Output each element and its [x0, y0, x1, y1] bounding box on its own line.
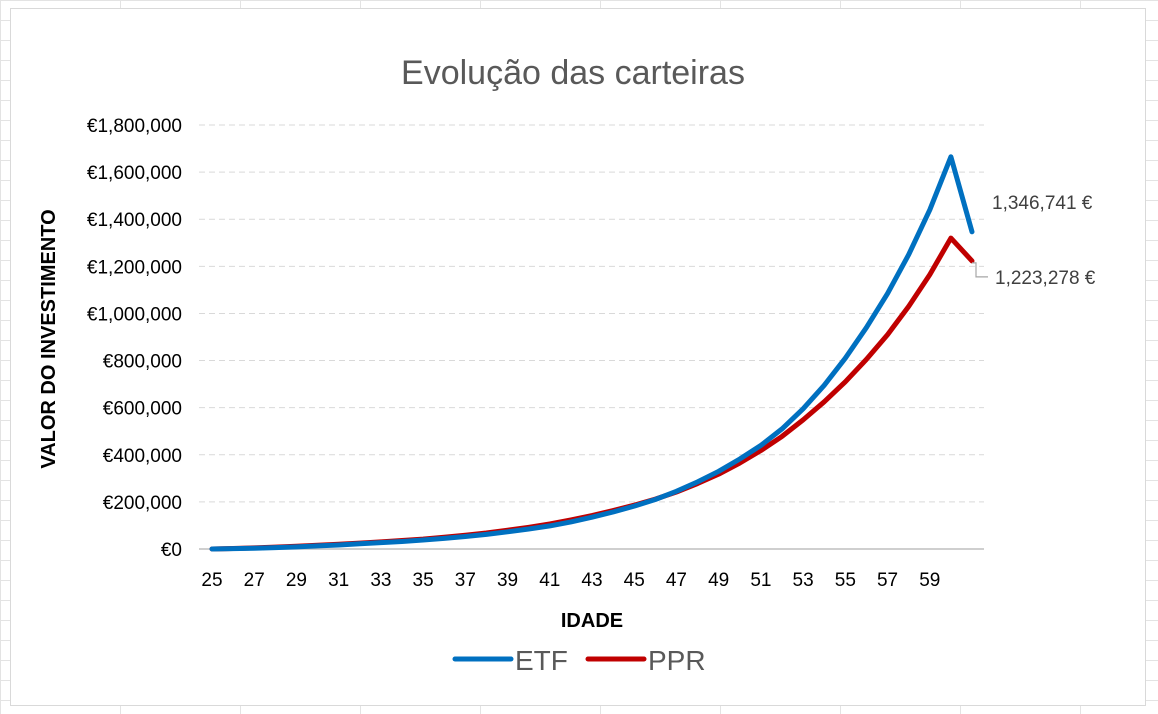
y-tick-label: €600,000	[103, 399, 182, 420]
x-tick-label: 55	[835, 570, 856, 591]
x-tick-label: 53	[793, 570, 814, 591]
data-label-ppr: 1,223,278 €	[995, 268, 1096, 289]
gridlines	[199, 124, 984, 503]
chart-area[interactable]	[10, 8, 1146, 706]
x-tick-label: 45	[624, 570, 645, 591]
x-tick-label: 39	[497, 570, 518, 591]
x-tick-label: 37	[455, 570, 476, 591]
y-axis-ticks: €0 €200,000 €400,000 €600,000 €800,000 €1,000…	[87, 116, 182, 561]
x-tick-label: 31	[328, 570, 349, 591]
series-lines	[209, 154, 975, 552]
x-tick-label: 35	[413, 570, 434, 591]
y-tick-label: €1,200,000	[87, 257, 182, 278]
x-axis-ticks: 25 27 29 31 33 35 37 39 41 43 45 47 49 51 53 55 57 59	[201, 570, 940, 591]
data-label-etf: 1,346,741 €	[992, 193, 1093, 214]
x-tick-label: 49	[708, 570, 729, 591]
legend: ETF PPR	[452, 645, 706, 676]
x-tick-label: 47	[666, 570, 687, 591]
y-tick-label: €1,800,000	[87, 116, 182, 137]
y-tick-label: €800,000	[103, 352, 182, 373]
x-tick-label: 27	[244, 570, 265, 591]
legend-label-etf: ETF	[515, 645, 568, 676]
x-tick-label: 57	[877, 570, 898, 591]
chart-title: Evolução das carteiras	[401, 54, 745, 92]
legend-label-ppr: PPR	[648, 645, 706, 676]
y-tick-label: €400,000	[103, 446, 182, 467]
x-tick-label: 41	[539, 570, 560, 591]
x-tick-label: 51	[750, 570, 771, 591]
y-tick-label: €200,000	[103, 493, 182, 514]
y-tick-label: €1,000,000	[87, 304, 182, 325]
x-axis-title: IDADE	[561, 610, 623, 632]
leader-line	[972, 262, 988, 278]
x-tick-label: 43	[581, 570, 602, 591]
series-line-etf	[209, 154, 975, 552]
data-labels: 1,346,741 € 1,223,278 €	[972, 193, 1096, 289]
y-tick-label: €0	[161, 540, 182, 561]
y-axis-title: VALOR DO INVESTIMENTO	[38, 209, 60, 468]
y-tick-label: €1,600,000	[87, 163, 182, 184]
x-tick-label: 29	[286, 570, 307, 591]
y-tick-label: €1,400,000	[87, 210, 182, 231]
x-tick-label: 59	[919, 570, 940, 591]
x-tick-label: 25	[201, 570, 222, 591]
x-tick-label: 33	[370, 570, 391, 591]
